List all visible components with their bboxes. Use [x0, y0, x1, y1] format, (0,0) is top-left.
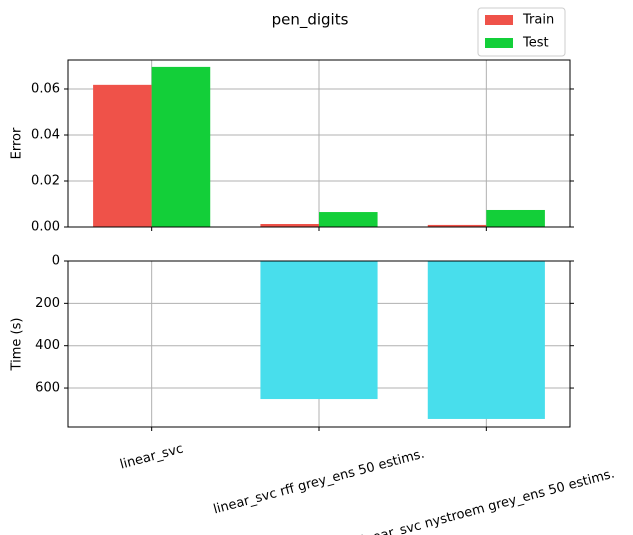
bar	[151, 66, 211, 228]
y-tick-label: 0.06	[31, 81, 60, 96]
bar	[427, 224, 487, 227]
y-tick-label: 400	[35, 338, 60, 353]
panel: 0.00 0.02 0.04 0.06 Error	[10, 59, 574, 235]
bar	[486, 209, 545, 227]
bar	[260, 224, 319, 227]
y-axis-label: Error	[10, 127, 25, 159]
chart-title: pen_digits	[272, 11, 349, 30]
legend-label: Train	[522, 13, 554, 28]
y-tick-label: 0.02	[31, 173, 60, 188]
legend-swatch	[485, 38, 513, 48]
legend-swatch	[485, 15, 513, 25]
x-tick-label: linear_svc	[118, 441, 185, 472]
bar	[319, 212, 378, 227]
y-axis-label: Time (s)	[10, 318, 25, 372]
legend: Train Test	[477, 7, 566, 57]
y-tick-label: 0	[52, 254, 60, 269]
panel: 0 200 400 600 Time (s)	[10, 254, 574, 431]
x-tick-label: linear_svc rff grey_ens 50 estims.	[212, 447, 426, 518]
y-tick-label: 0.04	[31, 127, 60, 142]
bar	[93, 84, 152, 227]
y-tick-label: 200	[35, 296, 60, 311]
bar	[260, 261, 378, 400]
y-tick-label: 0.00	[31, 220, 60, 235]
x-tick-label: linear_svc nystroem grey_ens 50 estims.	[356, 466, 616, 535]
bar	[427, 261, 545, 419]
legend-label: Test	[522, 36, 549, 51]
y-tick-label: 600	[35, 381, 60, 396]
